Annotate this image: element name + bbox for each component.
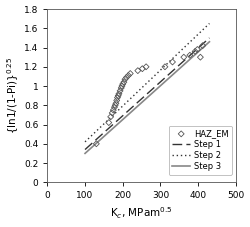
Step 2: [208, 22, 211, 25]
HAZ_EM: [163, 65, 167, 69]
HAZ_EM: [107, 121, 111, 124]
Legend: HAZ_EM, Step 1, Step 2, Step 3: HAZ_EM, Step 1, Step 2, Step 3: [169, 126, 232, 175]
HAZ_EM: [116, 94, 120, 97]
HAZ_EM: [113, 104, 117, 107]
HAZ_EM: [115, 99, 119, 102]
Line: Step 3: Step 3: [85, 42, 210, 153]
Step 3: [208, 40, 211, 43]
Step 1: [208, 37, 211, 39]
HAZ_EM: [128, 72, 132, 75]
HAZ_EM: [126, 74, 130, 77]
HAZ_EM: [119, 86, 123, 90]
HAZ_EM: [114, 101, 118, 105]
HAZ_EM: [112, 105, 116, 109]
Step 1: [84, 148, 86, 151]
HAZ_EM: [136, 69, 140, 72]
HAZ_EM: [121, 82, 125, 86]
Y-axis label: {ln1/(1-Pi)}$^{0.25}$: {ln1/(1-Pi)}$^{0.25}$: [6, 57, 21, 134]
Step 2: [84, 141, 86, 143]
X-axis label: K$_c$, MPam$^{0.5}$: K$_c$, MPam$^{0.5}$: [110, 206, 173, 222]
HAZ_EM: [193, 49, 197, 53]
HAZ_EM: [117, 92, 121, 96]
HAZ_EM: [94, 142, 98, 146]
HAZ_EM: [123, 77, 127, 81]
HAZ_EM: [170, 60, 174, 64]
HAZ_EM: [188, 53, 192, 57]
Line: Step 2: Step 2: [85, 23, 210, 142]
Line: Step 1: Step 1: [85, 38, 210, 150]
HAZ_EM: [195, 48, 199, 51]
HAZ_EM: [201, 44, 205, 47]
HAZ_EM: [122, 80, 126, 84]
HAZ_EM: [198, 55, 202, 59]
HAZ_EM: [120, 84, 124, 88]
HAZ_EM: [182, 55, 186, 59]
HAZ_EM: [118, 89, 122, 93]
HAZ_EM: [116, 96, 119, 99]
HAZ_EM: [110, 111, 114, 115]
HAZ_EM: [124, 76, 128, 79]
HAZ_EM: [144, 65, 148, 69]
Step 3: [84, 152, 86, 155]
HAZ_EM: [111, 108, 115, 112]
HAZ_EM: [109, 115, 113, 119]
HAZ_EM: [140, 67, 144, 71]
